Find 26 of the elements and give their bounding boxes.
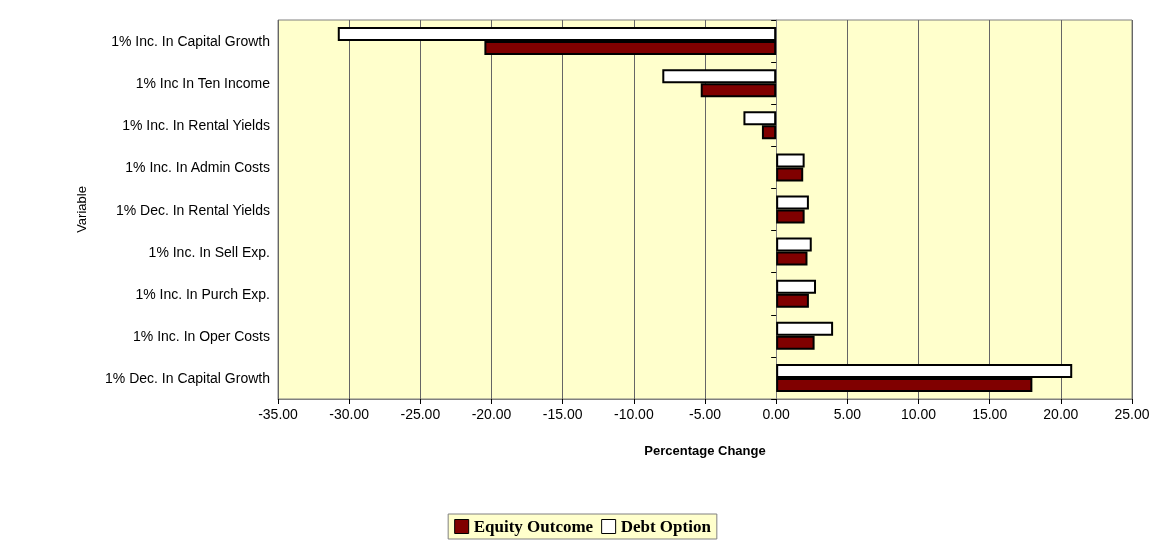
y-tick-label: 1% Dec. In Capital Growth: [105, 369, 270, 386]
x-tick-label: 5.00: [833, 406, 862, 422]
x-tick-label: -20.00: [471, 406, 512, 422]
x-tick-label: -30.00: [329, 406, 370, 422]
x-tick-label: 10.00: [900, 406, 937, 422]
legend-label: Debt Option: [620, 517, 712, 536]
y-tick-label: 1% Inc. In Oper Costs: [133, 327, 270, 344]
legend-label: Equity Outcome: [473, 517, 594, 536]
x-tick-label: -25.00: [400, 406, 441, 422]
x-tick-label: 25.00: [1114, 406, 1150, 422]
y-tick-label: 1% Inc In Ten Income: [135, 75, 271, 92]
x-tick-label: 20.00: [1043, 406, 1079, 422]
y-tick-label: 1% Inc. In Sell Exp.: [148, 243, 270, 260]
y-tick-label: 1% Inc. In Purch Exp.: [135, 285, 270, 302]
x-tick-label: -10.00: [613, 406, 654, 422]
y-tick-label: 1% Inc. In Rental Yields: [122, 117, 270, 134]
y-tick-label: 1% Inc. In Admin Costs: [125, 159, 270, 176]
x-tick-label: -5.00: [689, 406, 722, 422]
y-tick-label: 1% Inc. In Capital Growth: [111, 33, 270, 50]
y-axis-title: Variable: [74, 186, 89, 233]
x-tick-label: -35.00: [258, 406, 299, 422]
x-axis-title: Percentage Change: [644, 443, 766, 458]
x-tick-label: -15.00: [542, 406, 583, 422]
y-tick-label: 1% Dec. In Rental Yields: [115, 201, 270, 218]
x-tick-label: 0.00: [762, 406, 790, 422]
x-tick-label: 15.00: [972, 406, 1008, 422]
